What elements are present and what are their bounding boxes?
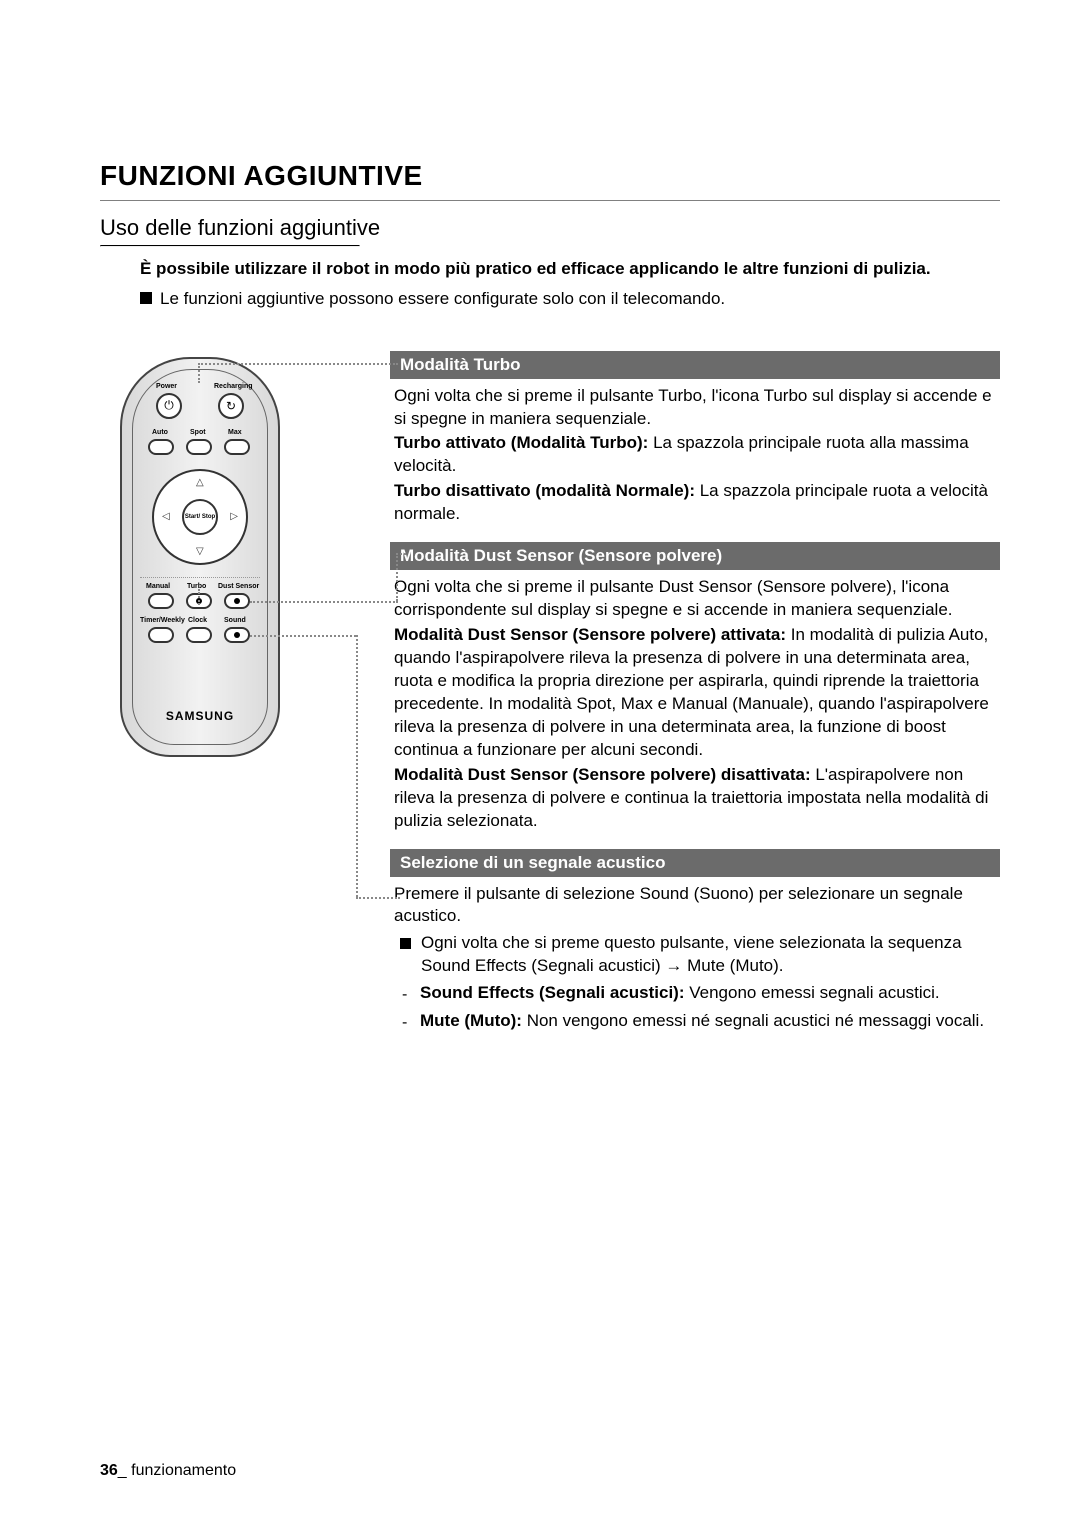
sound-li1-text: Ogni volta che si preme questo pulsante,… [421, 932, 996, 978]
arrow-right-icon: ▷ [230, 511, 238, 522]
dash-bullet-icon: - [402, 1012, 410, 1034]
page-footer: 36_ funzionamento [100, 1462, 236, 1480]
label-auto: Auto [152, 429, 168, 436]
connector-dots [396, 553, 406, 555]
dust-p3-bold: Modalità Dust Sensor (Sensore polvere) d… [394, 765, 811, 784]
label-sound: Sound [224, 617, 246, 624]
subsection-heading: Uso delle funzioni aggiuntive [100, 215, 1000, 245]
label-power: Power [156, 383, 177, 390]
dust-body: Ogni volta che si preme il pulsante Dust… [390, 576, 1000, 848]
sound-li2-rest: Vengono emessi segnali acustici. [685, 983, 940, 1002]
connector-dots [198, 363, 398, 365]
square-bullet-icon [140, 292, 152, 304]
connector-dots [198, 589, 200, 605]
dust-p2-text: In modalità di pulizia Auto, quando l'as… [394, 625, 989, 759]
power-button-icon: ⏻ [156, 393, 182, 419]
sound-li3-text: Mute (Muto): Non vengono emessi né segna… [420, 1010, 996, 1033]
brand-label: SAMSUNG [122, 709, 278, 723]
remote-column: Power Recharging ⏻ ↻ Auto Spot Max Start… [100, 351, 390, 1048]
sound-p1: Premere il pulsante di selezione Sound (… [394, 883, 996, 929]
turbo-p3-bold: Turbo disattivato (modalità Normale): [394, 481, 695, 500]
turbo-p2: Turbo attivato (Modalità Turbo): La spaz… [394, 432, 996, 478]
sound-header: Selezione di un segnale acustico [390, 849, 1000, 877]
label-dustsensor: Dust Sensor [218, 583, 259, 590]
manual-button-icon [148, 593, 174, 609]
sound-li2-bold: Sound Effects (Segnali acustici): [420, 983, 685, 1002]
section-heading: FUNZIONI AGGIUNTIVE [100, 160, 1000, 192]
dpad: Start/ Stop △ ▽ ◁ ▷ [152, 469, 248, 565]
dust-p3: Modalità Dust Sensor (Sensore polvere) d… [394, 764, 996, 833]
turbo-p1: Ogni volta che si preme il pulsante Turb… [394, 385, 996, 431]
label-recharging: Recharging [214, 383, 253, 390]
connector-dots [356, 635, 358, 897]
label-manual: Manual [146, 583, 170, 590]
content-row: Power Recharging ⏻ ↻ Auto Spot Max Start… [100, 351, 1000, 1048]
label-timerweekly: Timer/Weekly [140, 617, 185, 624]
sound-button-icon [224, 627, 250, 643]
dust-p2-bold: Modalità Dust Sensor (Sensore polvere) a… [394, 625, 786, 644]
turbo-header: Modalità Turbo [390, 351, 1000, 379]
arrow-down-icon: ▽ [196, 546, 204, 557]
label-turbo: Turbo [187, 583, 206, 590]
remote-separator [140, 577, 260, 578]
start-stop-button: Start/ Stop [182, 499, 218, 535]
dust-header: Modalità Dust Sensor (Sensore polvere) [390, 542, 1000, 570]
sound-li3-bold: Mute (Muto): [420, 1011, 522, 1030]
underline [100, 245, 360, 247]
clock-button-icon [186, 627, 212, 643]
remote-illustration: Power Recharging ⏻ ↻ Auto Spot Max Start… [120, 357, 280, 757]
dust-p1: Ogni volta che si preme il pulsante Dust… [394, 576, 996, 622]
text-column: Modalità Turbo Ogni volta che si preme i… [390, 351, 1000, 1048]
connector-dots [250, 635, 356, 637]
timerweekly-button-icon [148, 627, 174, 643]
page-number: 36 [100, 1462, 118, 1479]
sound-li1: Ogni volta che si preme questo pulsante,… [394, 932, 996, 978]
turbo-p3: Turbo disattivato (modalità Normale): La… [394, 480, 996, 526]
sound-li3: - Mute (Muto): Non vengono emessi né seg… [394, 1010, 996, 1034]
sound-li3-rest: Non vengono emessi né segnali acustici n… [522, 1011, 984, 1030]
arrow-up-icon: △ [196, 477, 204, 488]
connector-dots [356, 897, 400, 899]
auto-button-icon [148, 439, 174, 455]
connector-dots [250, 601, 398, 603]
label-spot: Spot [190, 429, 206, 436]
divider [100, 200, 1000, 201]
dust-p2: Modalità Dust Sensor (Sensore polvere) a… [394, 624, 996, 762]
recharging-button-icon: ↻ [218, 393, 244, 419]
intro-block: È possibile utilizzare il robot in modo … [140, 257, 1000, 311]
intro-bold-text: È possibile utilizzare il robot in modo … [140, 259, 931, 278]
intro-bullet-text: Le funzioni aggiuntive possono essere co… [160, 287, 725, 311]
arrow-left-icon: ◁ [162, 511, 170, 522]
label-clock: Clock [188, 617, 207, 624]
sound-li2-text: Sound Effects (Segnali acustici): Vengon… [420, 982, 996, 1005]
intro-bullet-row: Le funzioni aggiuntive possono essere co… [140, 287, 1000, 311]
connector-dots [198, 363, 200, 383]
max-button-icon [224, 439, 250, 455]
connector-dots [396, 553, 398, 601]
square-bullet-icon [400, 938, 411, 949]
turbo-body: Ogni volta che si preme il pulsante Turb… [390, 385, 1000, 543]
label-max: Max [228, 429, 242, 436]
sound-li2: - Sound Effects (Segnali acustici): Veng… [394, 982, 996, 1006]
dash-bullet-icon: - [402, 984, 410, 1006]
sound-body: Premere il pulsante di selezione Sound (… [390, 883, 1000, 1048]
spot-button-icon [186, 439, 212, 455]
remote-outer: Power Recharging ⏻ ↻ Auto Spot Max Start… [120, 357, 280, 757]
dustsensor-button-icon [224, 593, 250, 609]
footer-section: _ funzionamento [118, 1462, 236, 1479]
turbo-p2-bold: Turbo attivato (Modalità Turbo): [394, 433, 648, 452]
